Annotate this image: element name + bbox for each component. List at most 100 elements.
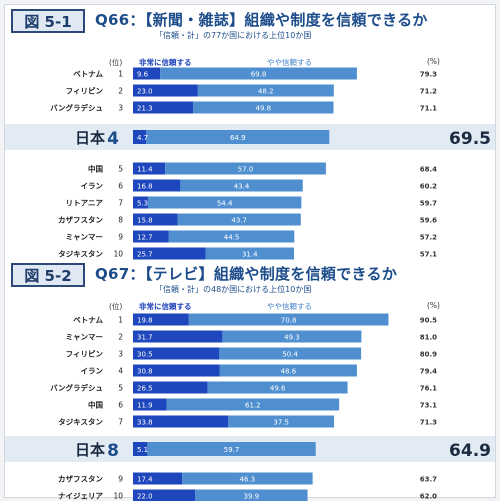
- chart-title-q67: Q67：【テレビ】組織や制度を信頼できるか: [95, 263, 397, 284]
- value-label-somewhat-trust: 59.7: [224, 446, 240, 454]
- value-label-very-trust: 16.8: [137, 183, 153, 191]
- total-label: 79.3: [420, 71, 437, 79]
- rank-label: 3: [118, 104, 123, 113]
- total-label: 60.2: [420, 183, 437, 191]
- rank-label: 4: [118, 367, 123, 376]
- value-label-somewhat-trust: 44.5: [224, 234, 240, 242]
- value-label-very-trust: 19.8: [137, 317, 153, 325]
- figure-label-5-2: 図 5-2: [11, 263, 85, 287]
- total-label: 69.5: [449, 129, 491, 149]
- value-label-very-trust: 22.0: [137, 493, 153, 501]
- rank-label: 1: [118, 70, 123, 79]
- total-label: 79.4: [420, 368, 437, 376]
- total-label: 59.6: [420, 217, 437, 225]
- total-label: 71.1: [420, 105, 437, 113]
- value-label-somewhat-trust: 61.2: [245, 402, 261, 410]
- total-label: 71.2: [420, 88, 437, 96]
- value-label-very-trust: 33.8: [137, 419, 153, 427]
- country-label: バングラデシュ: [50, 103, 103, 113]
- value-label-very-trust: 15.8: [137, 217, 153, 225]
- rank-label: 2: [118, 87, 123, 96]
- value-label-somewhat-trust: 37.5: [273, 419, 289, 427]
- country-label: 中国: [88, 164, 103, 174]
- rank-label: 10: [113, 492, 123, 501]
- country-label: ミャンマー: [66, 333, 104, 342]
- total-label: 63.7: [420, 476, 437, 484]
- chart-subtitle-q66: 「信頼・計」の77か国における上位10か国: [155, 30, 311, 41]
- value-label-very-trust: 23.0: [137, 88, 153, 96]
- country-label: ミャンマー: [66, 233, 104, 242]
- chart-title-q66: Q66：【新聞・雑誌】組織や制度を信頼できるか: [95, 9, 428, 30]
- rank-label: 6: [118, 182, 123, 191]
- country-label: 中国: [88, 400, 103, 410]
- country-label: フィリピン: [66, 86, 104, 96]
- country-label: バングラデシュ: [50, 383, 103, 393]
- country-label: カザフスタン: [58, 215, 103, 225]
- value-label-very-trust: 12.7: [137, 234, 153, 242]
- value-label-somewhat-trust: 64.9: [230, 134, 246, 142]
- total-label: 73.1: [420, 402, 437, 410]
- chart-subtitle-q67: 「信頼・計」の48か国における上位10か国: [155, 284, 311, 295]
- rank-label: 1: [118, 316, 123, 325]
- value-label-somewhat-trust: 49.6: [270, 385, 286, 393]
- total-label: 62.0: [420, 493, 437, 501]
- rank-label: 5: [118, 165, 123, 174]
- pct-header: (%): [427, 301, 440, 310]
- value-label-very-trust: 30.8: [137, 368, 153, 376]
- value-label-somewhat-trust: 57.0: [238, 166, 254, 174]
- value-label-somewhat-trust: 50.4: [282, 351, 298, 359]
- value-label-somewhat-trust: 39.9: [244, 493, 260, 501]
- value-label-very-trust: 17.4: [137, 476, 153, 484]
- country-label: イラン: [81, 182, 104, 191]
- value-label-somewhat-trust: 48.2: [258, 88, 274, 96]
- country-label: 日本: [75, 441, 105, 459]
- total-label: 57.1: [420, 251, 437, 259]
- value-label-very-trust: 9.6: [137, 71, 149, 79]
- total-label: 64.9: [449, 441, 491, 461]
- value-label-very-trust: 31.7: [137, 334, 153, 342]
- value-label-very-trust: 11.4: [137, 166, 153, 174]
- rank-label: 4: [107, 129, 119, 149]
- country-label: カザフスタン: [58, 474, 103, 484]
- total-label: 90.5: [420, 317, 437, 325]
- total-label: 80.9: [420, 351, 437, 359]
- value-label-very-trust: 5.1: [137, 446, 148, 454]
- total-label: 68.4: [420, 166, 437, 174]
- rank-label: 2: [118, 333, 123, 342]
- value-label-somewhat-trust: 43.4: [234, 183, 250, 191]
- country-label: リトアニア: [66, 199, 104, 208]
- value-label-somewhat-trust: 48.6: [281, 368, 297, 376]
- rank-label: 7: [118, 199, 123, 208]
- country-label: フィリピン: [66, 349, 104, 359]
- value-label-somewhat-trust: 70.8: [281, 317, 297, 325]
- country-label: ナイジェリア: [58, 492, 103, 501]
- country-label: イラン: [81, 367, 104, 376]
- country-label: ベトナム: [73, 316, 103, 325]
- chart-q67: ベトナム 1 19.8 70.8 90.5 ミャンマー 2 31.7 49.3 81.0 フィリピン…: [5, 311, 495, 501]
- figure-label-5-1: 図 5-1: [11, 9, 85, 33]
- rank-label: 8: [118, 216, 123, 225]
- total-label: 76.1: [420, 385, 437, 393]
- value-label-very-trust: 4.7: [137, 134, 148, 142]
- value-label-somewhat-trust: 49.8: [255, 105, 271, 113]
- total-label: 57.2: [420, 234, 437, 242]
- rank-label: 3: [118, 350, 123, 359]
- value-label-somewhat-trust: 43.7: [231, 217, 247, 225]
- rank-label: 9: [118, 233, 123, 242]
- chart-q66: ベトナム 1 9.6 69.8 79.3 フィリピン 2 23.0 48.2 71.2 バングラデシ…: [5, 65, 495, 261]
- rank-label: 8: [107, 441, 119, 461]
- country-label: ベトナム: [73, 70, 103, 79]
- total-label: 81.0: [420, 334, 437, 342]
- value-label-somewhat-trust: 49.3: [284, 334, 300, 342]
- infographic-page: 図 5-1 Q66：【新聞・雑誌】組織や制度を信頼できるか 「信頼・計」の77か…: [4, 4, 496, 498]
- value-label-very-trust: 30.5: [137, 351, 153, 359]
- value-label-somewhat-trust: 69.8: [251, 71, 267, 79]
- rank-label: 10: [113, 250, 123, 259]
- country-label: 日本: [75, 129, 105, 147]
- total-label: 71.3: [420, 419, 437, 427]
- value-label-very-trust: 11.9: [137, 402, 153, 410]
- total-label: 59.7: [420, 200, 437, 208]
- country-label: タジキスタン: [58, 249, 103, 259]
- value-label-very-trust: 25.7: [137, 251, 153, 259]
- value-label-very-trust: 5.3: [137, 200, 148, 208]
